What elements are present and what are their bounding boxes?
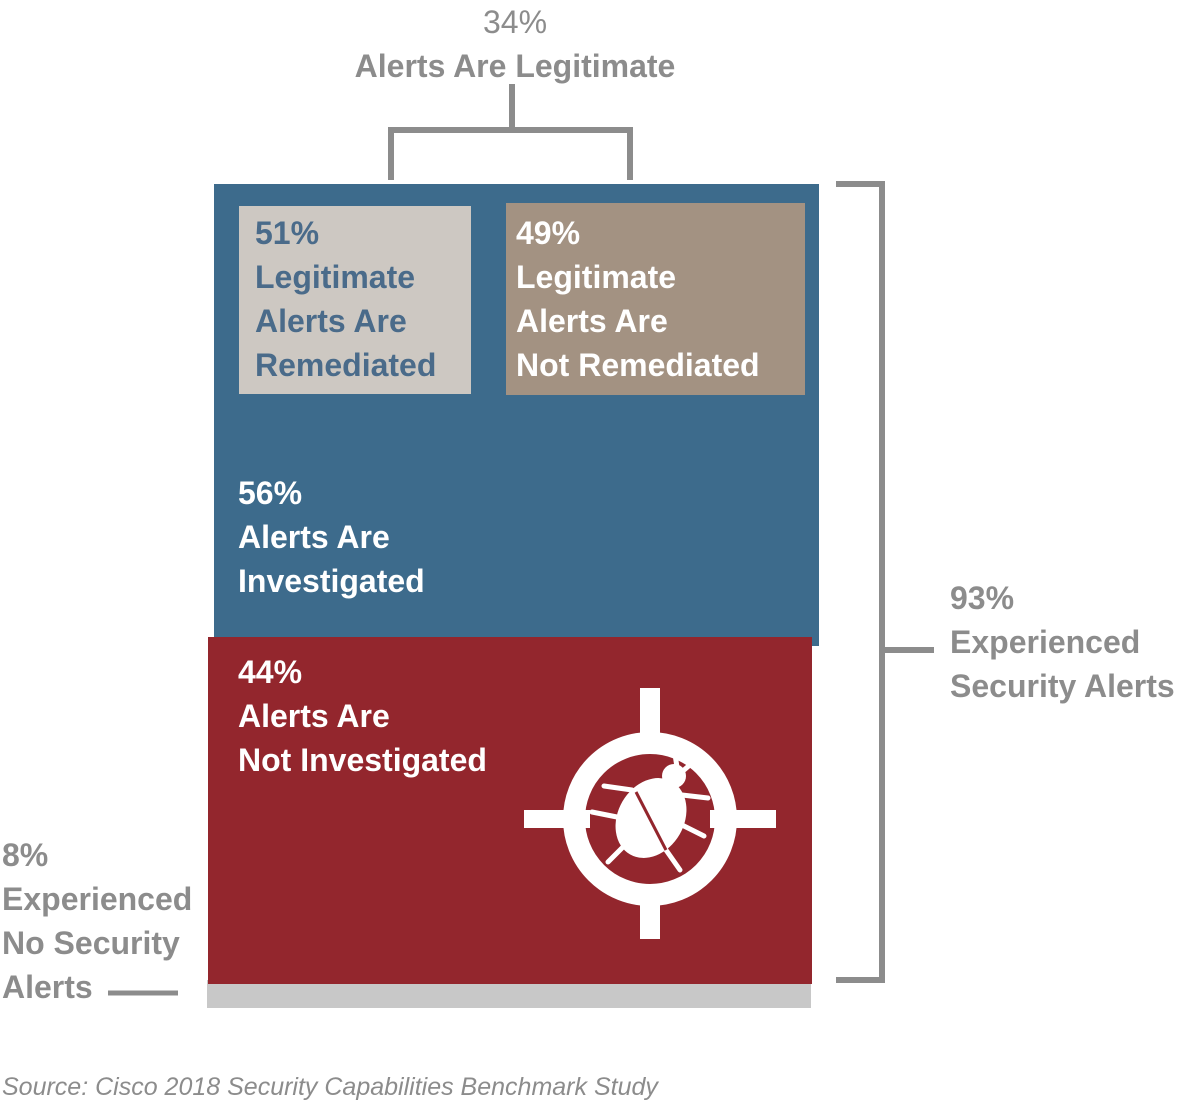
no-alerts-line-2: No Security <box>2 925 180 961</box>
experienced-bracket <box>836 181 934 983</box>
experienced-pct: 93% <box>950 580 1015 616</box>
not-remediated-line-3: Not Remediated <box>516 347 760 383</box>
not-investigated-pct: 44% <box>238 654 303 690</box>
legitimate-text: Alerts Are Legitimate <box>354 48 676 84</box>
remediated-box <box>239 206 471 394</box>
remediated-line-1: Legitimate <box>255 259 416 295</box>
legitimate-bracket <box>388 84 633 180</box>
not-remediated-pct: 49% <box>516 215 581 251</box>
no-alerts-line-1: Experienced <box>2 881 193 917</box>
no-alerts-bar <box>207 980 811 1008</box>
not-investigated-label: 44% Alerts Are Not Investigated <box>238 650 487 782</box>
investigated-pct: 56% <box>238 475 303 511</box>
not-remediated-box <box>506 203 805 395</box>
bug-target-icon <box>524 688 776 939</box>
not-remediated-line-2: Alerts Are <box>516 303 668 339</box>
experienced-label: 93% Experienced Security Alerts <box>950 576 1175 708</box>
no-alerts-label: 8% Experienced No Security Alerts <box>2 833 192 1009</box>
not-remediated-line-1: Legitimate <box>516 259 677 295</box>
no-alerts-pct: 8% <box>2 837 49 873</box>
remediated-line-2: Alerts Are <box>255 303 407 339</box>
not-investigated-line-1: Alerts Are <box>238 698 390 734</box>
legitimate-pct: 34% <box>482 4 548 40</box>
remediated-label: 51% Legitimate Alerts Are Remediated <box>255 211 436 387</box>
not-investigated-line-2: Not Investigated <box>238 742 487 778</box>
experienced-line-2: Security Alerts <box>950 668 1175 704</box>
investigated-line-2: Investigated <box>238 563 425 599</box>
not-remediated-label: 49% Legitimate Alerts Are Not Remediated <box>516 211 760 387</box>
investigated-label: 56% Alerts Are Investigated <box>238 471 425 603</box>
investigated-line-1: Alerts Are <box>238 519 390 555</box>
no-alerts-line-3: Alerts <box>2 969 93 1005</box>
source-note: Source: Cisco 2018 Security Capabilities… <box>2 1073 658 1101</box>
legitimate-label: 34% Alerts Are Legitimate <box>0 0 1030 88</box>
remediated-pct: 51% <box>255 215 320 251</box>
remediated-line-3: Remediated <box>255 347 437 383</box>
experienced-line-1: Experienced <box>950 624 1141 660</box>
